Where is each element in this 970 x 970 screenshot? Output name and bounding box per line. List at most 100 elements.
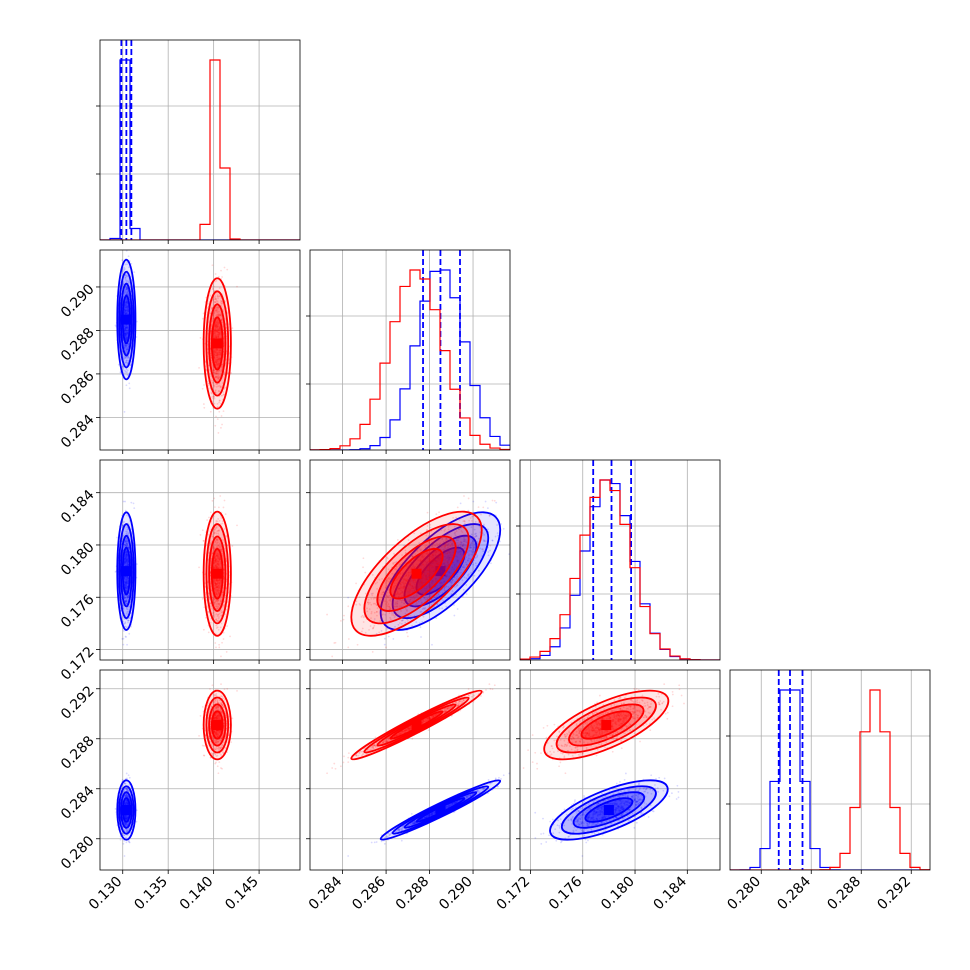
scatter-point	[220, 600, 222, 603]
scatter-point	[401, 572, 404, 575]
scatter-point	[127, 291, 129, 294]
scatter-point	[213, 547, 216, 549]
scatter-point	[214, 298, 217, 301]
scatter-point	[201, 529, 204, 532]
scatter-point	[125, 581, 127, 584]
scatter-point	[219, 583, 221, 586]
scatter-point	[217, 584, 220, 587]
scatter-point	[122, 524, 124, 527]
scatter-point	[213, 396, 216, 398]
scatter-point	[124, 558, 127, 560]
scatter-point	[209, 605, 212, 608]
scatter-point	[124, 540, 127, 543]
scatter-point	[434, 578, 437, 581]
scatter-point	[126, 544, 129, 546]
scatter-point	[207, 551, 210, 554]
scatter-point	[213, 532, 216, 535]
scatter-point	[213, 332, 216, 335]
scatter-point	[125, 555, 128, 558]
scatter-point	[436, 560, 439, 563]
scatter-point	[127, 310, 130, 313]
scatter-point	[126, 311, 128, 314]
scatter-point	[215, 627, 218, 629]
scatter-point	[125, 558, 128, 560]
scatter-point	[437, 593, 440, 595]
scatter-point	[216, 330, 219, 333]
scatter-point	[450, 543, 453, 546]
scatter-point	[215, 560, 218, 563]
scatter-point	[127, 594, 130, 597]
scatter-point	[214, 559, 217, 562]
scatter-point	[127, 344, 130, 347]
scatter-point	[126, 349, 129, 352]
scatter-point	[213, 357, 216, 360]
scatter-point	[126, 619, 129, 622]
scatter-point	[447, 542, 450, 545]
scatter-point	[216, 403, 219, 405]
scatter-point	[125, 587, 128, 590]
scatter-point	[483, 539, 485, 541]
scatter-point	[488, 514, 491, 517]
scatter-point	[445, 557, 448, 560]
scatter-point	[126, 334, 128, 336]
scatter-point	[126, 561, 129, 564]
scatter-point	[423, 597, 426, 600]
scatter-point	[213, 529, 216, 531]
scatter-point	[124, 582, 127, 585]
scatter-point	[213, 566, 215, 569]
scatter-point	[215, 603, 218, 605]
scatter-point	[216, 589, 219, 592]
scatter-point	[213, 580, 215, 583]
scatter-point	[125, 300, 128, 303]
scatter-point	[215, 567, 217, 570]
scatter-point	[219, 561, 222, 564]
scatter-point	[213, 614, 216, 616]
scatter-point	[221, 641, 223, 644]
scatter-point	[125, 580, 128, 583]
scatter-point	[216, 600, 219, 603]
scatter-point	[127, 343, 130, 346]
scatter-point	[126, 307, 129, 309]
scatter-point	[213, 531, 216, 534]
scatter-point	[125, 545, 128, 547]
scatter-point	[125, 286, 128, 289]
scatter-point	[124, 562, 127, 565]
scatter-point	[214, 584, 217, 587]
scatter-point	[364, 571, 367, 574]
scatter-point	[124, 357, 127, 360]
scatter-point	[462, 588, 465, 591]
scatter-point	[463, 540, 465, 543]
scatter-point	[214, 566, 217, 569]
scatter-point	[220, 337, 222, 339]
scatter-point	[125, 368, 128, 371]
scatter-point	[212, 285, 215, 288]
scatter-point	[126, 556, 129, 559]
scatter-point	[124, 599, 127, 602]
scatter-point	[213, 532, 216, 535]
scatter-point	[125, 344, 128, 347]
scatter-point	[127, 619, 130, 622]
scatter-point	[402, 599, 404, 602]
scatter-point	[125, 584, 127, 587]
scatter-point	[214, 301, 216, 303]
scatter-point	[218, 352, 221, 354]
scatter-point	[213, 371, 216, 374]
scatter-point	[462, 544, 465, 546]
scatter-point	[126, 554, 129, 556]
scatter-point	[216, 586, 218, 589]
scatter-point	[215, 599, 218, 601]
scatter-point	[213, 559, 216, 562]
scatter-point	[217, 534, 220, 537]
scatter-point	[425, 574, 427, 577]
scatter-point	[216, 581, 219, 584]
scatter-point	[212, 599, 215, 602]
scatter-point	[124, 327, 127, 330]
scatter-point	[218, 558, 220, 561]
scatter-point	[125, 288, 127, 290]
scatter-point	[124, 289, 126, 292]
scatter-point	[217, 560, 220, 563]
scatter-point	[217, 353, 219, 356]
scatter-point	[411, 589, 414, 592]
scatter-point	[116, 536, 119, 539]
scatter-point	[126, 309, 129, 312]
